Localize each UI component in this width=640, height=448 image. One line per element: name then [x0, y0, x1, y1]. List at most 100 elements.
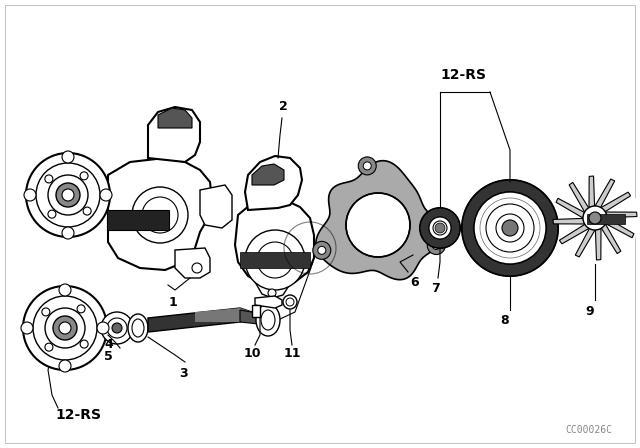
Polygon shape [175, 248, 210, 278]
Circle shape [101, 312, 133, 344]
Polygon shape [148, 107, 200, 162]
Circle shape [48, 175, 88, 215]
Text: 2: 2 [278, 100, 287, 113]
Polygon shape [255, 296, 282, 308]
Circle shape [429, 217, 451, 239]
Circle shape [21, 322, 33, 334]
Circle shape [474, 192, 546, 264]
Text: 4: 4 [104, 339, 113, 352]
Wedge shape [474, 228, 510, 263]
Polygon shape [245, 156, 302, 210]
Circle shape [268, 289, 276, 297]
Ellipse shape [256, 304, 280, 336]
Circle shape [24, 189, 36, 201]
Wedge shape [474, 193, 510, 228]
Wedge shape [510, 228, 545, 263]
Circle shape [462, 180, 558, 276]
Polygon shape [235, 200, 314, 286]
Polygon shape [556, 198, 584, 218]
Text: 10: 10 [243, 347, 260, 360]
Wedge shape [462, 180, 558, 276]
Circle shape [107, 318, 127, 338]
Circle shape [23, 286, 107, 370]
Text: 12-RS: 12-RS [55, 408, 101, 422]
Ellipse shape [261, 310, 275, 330]
Circle shape [142, 197, 178, 233]
Circle shape [420, 208, 460, 248]
Circle shape [45, 343, 53, 351]
Circle shape [33, 296, 97, 360]
Circle shape [26, 153, 110, 237]
Circle shape [435, 223, 445, 233]
PathPatch shape [316, 161, 444, 280]
Polygon shape [595, 179, 614, 207]
Circle shape [62, 227, 74, 239]
Circle shape [53, 316, 77, 340]
Circle shape [313, 241, 331, 259]
Polygon shape [589, 176, 595, 207]
Polygon shape [569, 182, 589, 212]
Circle shape [358, 157, 376, 175]
Text: 8: 8 [500, 314, 509, 327]
Circle shape [583, 206, 607, 230]
Circle shape [112, 323, 122, 333]
Text: 12-RS: 12-RS [440, 68, 486, 82]
Circle shape [48, 210, 56, 218]
Circle shape [496, 214, 524, 242]
Bar [252, 305, 260, 317]
Text: 7: 7 [431, 282, 440, 295]
Circle shape [486, 204, 534, 252]
Text: CC00026C: CC00026C [565, 425, 612, 435]
Circle shape [347, 194, 409, 256]
Polygon shape [255, 282, 290, 298]
Circle shape [192, 263, 202, 273]
Wedge shape [420, 208, 460, 248]
Circle shape [42, 308, 50, 316]
Circle shape [318, 246, 326, 254]
Text: 11: 11 [284, 347, 301, 360]
Circle shape [245, 230, 305, 290]
Polygon shape [148, 308, 252, 332]
Text: 5: 5 [104, 350, 113, 363]
Ellipse shape [128, 314, 148, 342]
Circle shape [364, 162, 371, 170]
Polygon shape [158, 108, 192, 128]
Circle shape [56, 183, 80, 207]
Ellipse shape [132, 319, 144, 337]
Circle shape [45, 175, 53, 183]
Polygon shape [605, 218, 634, 238]
Circle shape [59, 322, 71, 334]
Circle shape [283, 295, 297, 309]
Circle shape [550, 173, 640, 263]
Polygon shape [553, 219, 584, 224]
Circle shape [132, 187, 188, 243]
Bar [587, 214, 625, 224]
Polygon shape [240, 310, 268, 325]
Text: 6: 6 [410, 276, 419, 289]
Polygon shape [602, 224, 621, 254]
Circle shape [62, 189, 74, 201]
Circle shape [77, 305, 85, 313]
Circle shape [428, 237, 445, 254]
Circle shape [589, 212, 601, 224]
Polygon shape [200, 185, 232, 228]
Circle shape [286, 298, 294, 306]
Circle shape [83, 207, 91, 215]
Circle shape [59, 360, 71, 372]
Circle shape [62, 151, 74, 163]
Circle shape [80, 172, 88, 180]
Polygon shape [195, 308, 252, 322]
Polygon shape [575, 228, 595, 257]
Circle shape [80, 340, 88, 348]
Circle shape [432, 241, 440, 250]
Bar [107, 210, 169, 230]
Text: 1: 1 [168, 296, 177, 309]
Circle shape [45, 308, 85, 348]
Polygon shape [601, 192, 630, 211]
Polygon shape [605, 212, 637, 218]
Circle shape [97, 322, 109, 334]
Bar [240, 252, 310, 268]
Circle shape [502, 220, 518, 236]
Text: 9: 9 [586, 305, 595, 318]
Polygon shape [559, 224, 589, 244]
